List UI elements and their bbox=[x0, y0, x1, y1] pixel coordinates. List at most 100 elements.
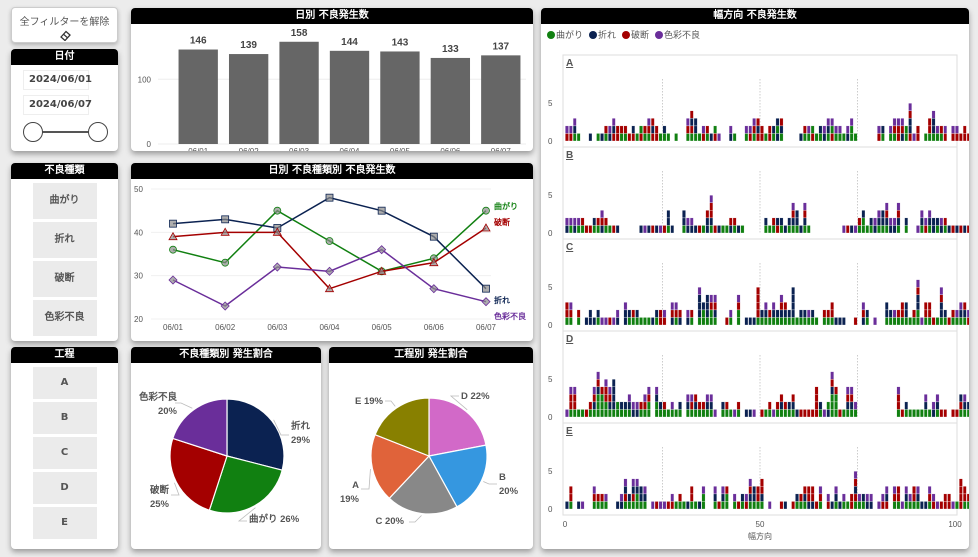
bar-segment bbox=[865, 501, 870, 510]
bar-segment bbox=[596, 501, 600, 510]
defect-type-option-bend[interactable]: 曲がり bbox=[32, 183, 97, 219]
bar-segment bbox=[576, 133, 581, 142]
bar-segment bbox=[892, 309, 897, 318]
bar-segment bbox=[845, 394, 850, 403]
bar-segment bbox=[756, 317, 760, 326]
bar-segment bbox=[771, 302, 776, 311]
bar-segment bbox=[600, 394, 604, 403]
bar-segment bbox=[939, 217, 944, 226]
bar-segment bbox=[693, 125, 698, 134]
bar-segment bbox=[877, 210, 881, 219]
bar-segment bbox=[888, 125, 893, 134]
data-label: 143 bbox=[392, 37, 409, 48]
bar-segment bbox=[588, 317, 593, 326]
bar-segment bbox=[580, 409, 585, 418]
bar-segment bbox=[565, 217, 569, 226]
bar-segment bbox=[643, 317, 647, 326]
bar-segment bbox=[931, 118, 936, 127]
bar-segment bbox=[666, 210, 671, 219]
bar-segment bbox=[939, 287, 944, 295]
defect-type-option-break[interactable]: 破断 bbox=[32, 261, 97, 297]
data-point bbox=[429, 232, 438, 241]
bar-segment bbox=[623, 501, 628, 510]
bar-segment bbox=[900, 125, 905, 134]
process-option-b[interactable]: B bbox=[32, 402, 97, 434]
data-label: 146 bbox=[190, 36, 207, 47]
bar-segment bbox=[822, 125, 827, 134]
bar-segment bbox=[686, 309, 690, 318]
bar-segment bbox=[604, 409, 608, 418]
date-filter-title: 日付 bbox=[11, 49, 118, 65]
bar-segment bbox=[896, 118, 901, 127]
bar-segment bbox=[658, 401, 663, 410]
process-option-e[interactable]: E bbox=[32, 507, 97, 539]
legend-item-break[interactable]: 破断 bbox=[622, 28, 649, 41]
bar-segment bbox=[576, 501, 581, 510]
bar-segment bbox=[693, 133, 698, 142]
bar-segment bbox=[623, 302, 628, 311]
bar-segment bbox=[896, 225, 901, 234]
legend-label: 色彩不良 bbox=[664, 31, 701, 41]
bar-segment bbox=[674, 317, 678, 326]
bar-segment bbox=[611, 225, 616, 234]
bar-segment bbox=[619, 409, 624, 418]
slider-end-handle[interactable] bbox=[88, 122, 108, 142]
bar-segment bbox=[725, 409, 729, 418]
process-option-d[interactable]: D bbox=[32, 472, 97, 504]
daily-defects-by-type-chart-title: 日別 不良種類別 不良発生数 bbox=[131, 163, 533, 179]
bar-segment bbox=[611, 118, 616, 127]
bar-segment bbox=[904, 309, 909, 318]
bar-segment bbox=[873, 225, 877, 234]
bar-segment bbox=[830, 501, 834, 510]
defect-type-option-color[interactable]: 色彩不良 bbox=[32, 300, 97, 336]
start-date-input[interactable]: 2024/06/01 bbox=[23, 70, 92, 90]
bar-segment bbox=[865, 225, 870, 234]
bar-segment bbox=[697, 302, 702, 311]
process-option-c[interactable]: C bbox=[32, 437, 97, 469]
date-range-slider[interactable] bbox=[23, 120, 108, 144]
bar-segment bbox=[939, 302, 944, 311]
legend-item-fold[interactable]: 折れ bbox=[589, 28, 616, 41]
clear-all-filters-button[interactable]: 全フィルターを解除 bbox=[11, 7, 118, 43]
bar-segment bbox=[803, 133, 807, 142]
bar-segment bbox=[927, 217, 932, 226]
bar-segment bbox=[689, 317, 694, 326]
legend-item-color[interactable]: 色彩不良 bbox=[655, 28, 700, 41]
bar-segment bbox=[908, 133, 912, 142]
bar-segment bbox=[849, 125, 854, 134]
bar-segment bbox=[962, 486, 967, 495]
bar-segment bbox=[959, 501, 963, 510]
bar-segment bbox=[623, 493, 628, 502]
bar-segment bbox=[713, 302, 717, 311]
bar-segment bbox=[830, 371, 834, 380]
bar-segment bbox=[853, 401, 858, 410]
bar-segment bbox=[713, 493, 717, 502]
x-tick-label: 06/01 bbox=[188, 147, 209, 151]
legend-item-bend[interactable]: 曲がり bbox=[547, 28, 583, 41]
bar-segment bbox=[830, 118, 834, 127]
defect-type-option-fold[interactable]: 折れ bbox=[32, 222, 97, 258]
daily-defects-by-type-chart-card: 日別 不良種類別 不良発生数 20 30 40 50 06/01 06/02 06/03 06… bbox=[131, 163, 533, 341]
bar-segment bbox=[962, 133, 967, 142]
bar-segment bbox=[939, 125, 944, 134]
bar-segment bbox=[783, 309, 788, 318]
x-tick-label: 06/04 bbox=[339, 147, 360, 151]
series-line bbox=[172, 248, 487, 307]
bar-segment bbox=[678, 409, 682, 418]
bar-segment bbox=[721, 401, 725, 410]
bar-segment bbox=[689, 409, 694, 418]
slider-start-handle[interactable] bbox=[23, 122, 43, 142]
bar-segment bbox=[799, 225, 803, 234]
bar-segment bbox=[818, 493, 823, 502]
bar-segment bbox=[923, 409, 928, 418]
bar-segment bbox=[611, 401, 616, 410]
bar-segment bbox=[596, 133, 600, 142]
process-option-a[interactable]: A bbox=[32, 367, 97, 399]
bar-segment bbox=[686, 118, 690, 127]
bar-segment bbox=[771, 409, 776, 418]
data-point bbox=[481, 297, 491, 307]
bar-segment bbox=[678, 493, 682, 502]
bar-segment bbox=[732, 217, 737, 226]
end-date-input[interactable]: 2024/06/07 bbox=[23, 95, 92, 115]
series-end-label: 曲がり bbox=[494, 201, 518, 211]
